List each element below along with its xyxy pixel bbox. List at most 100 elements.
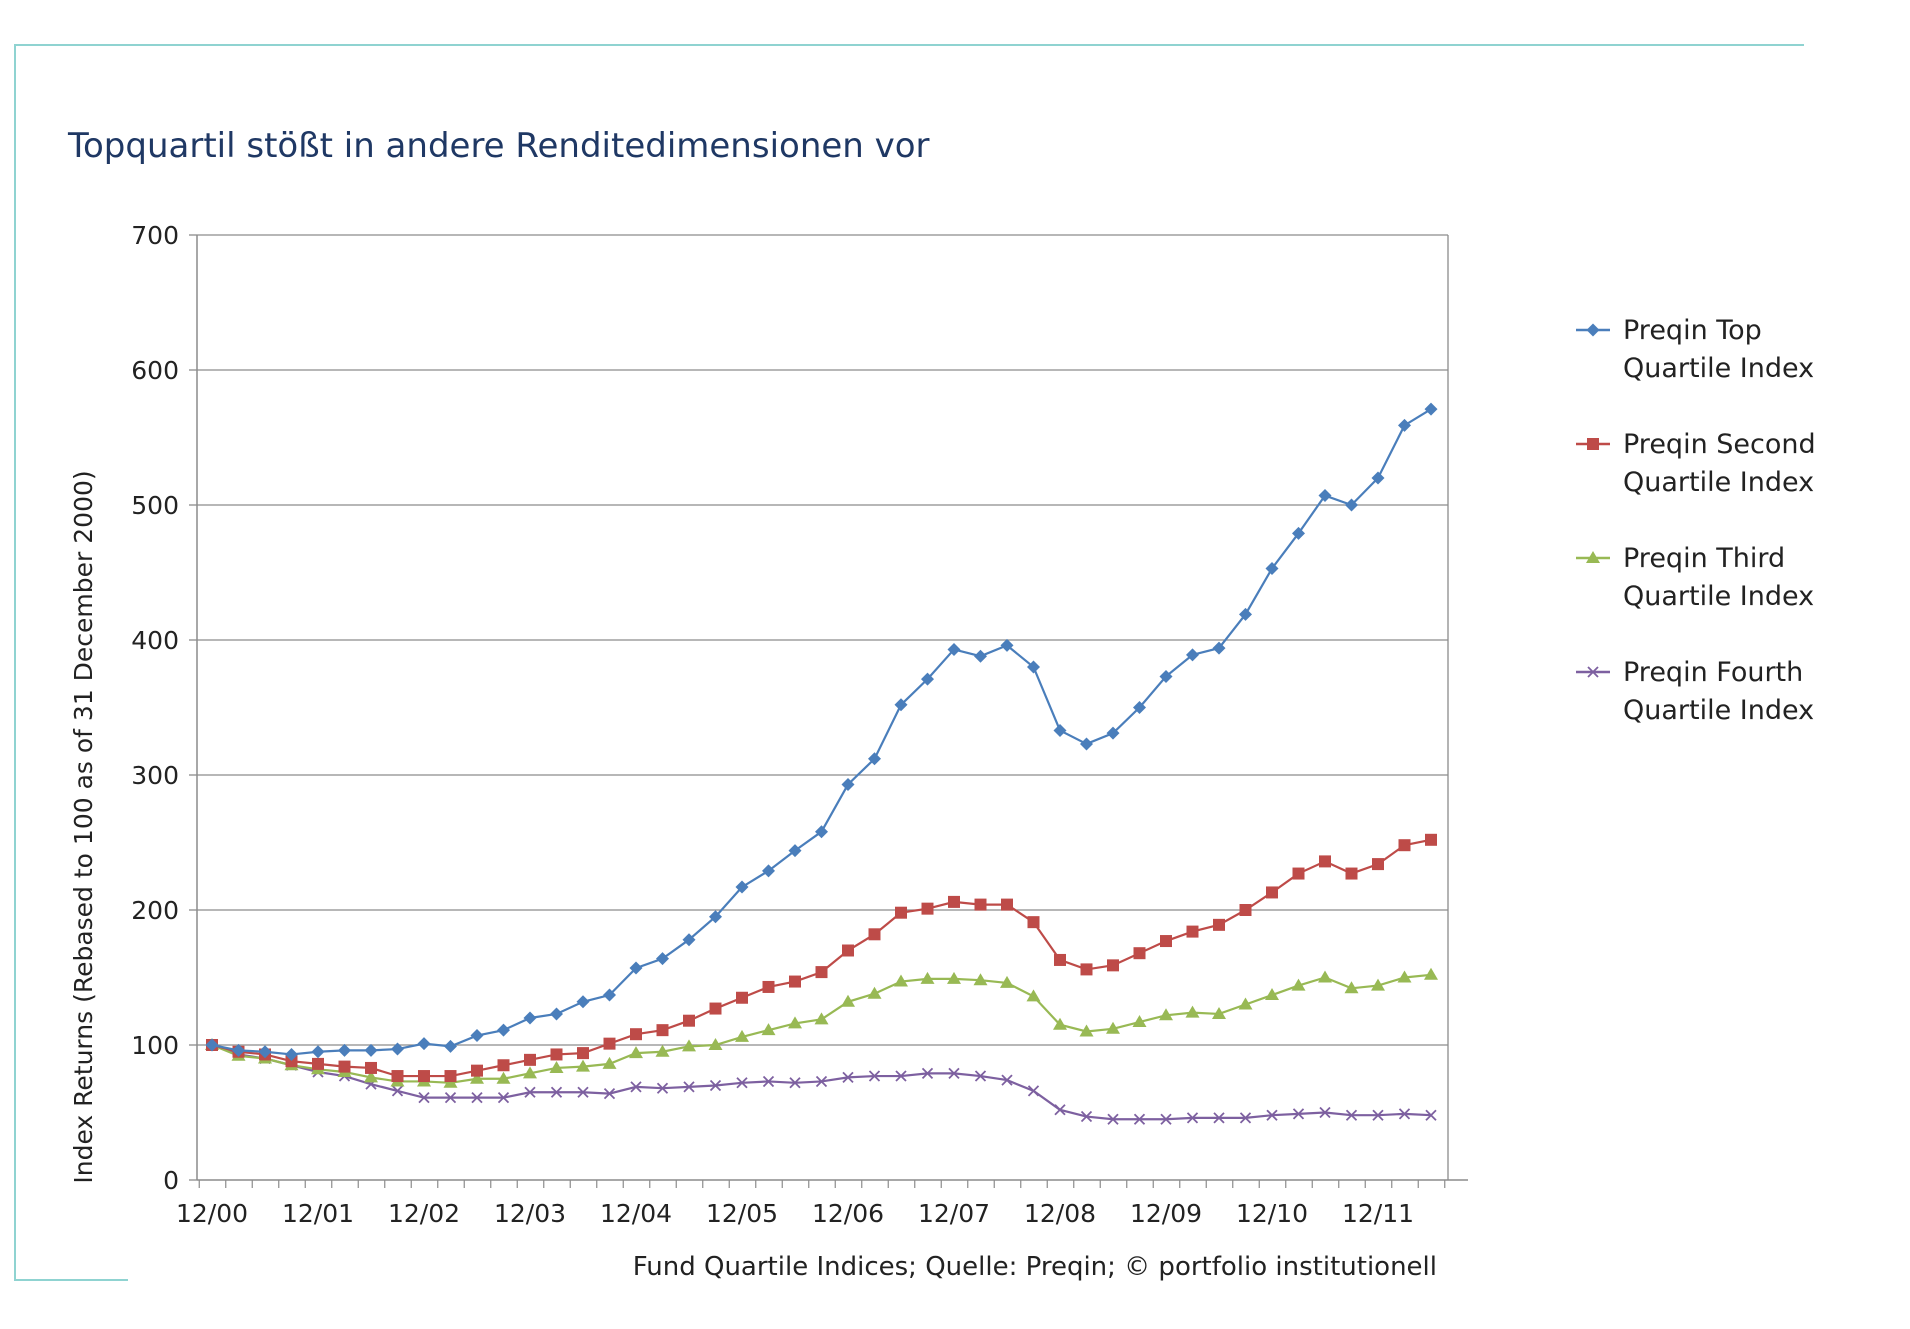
data-point (762, 980, 775, 993)
data-point (1586, 323, 1600, 337)
data-point (312, 1057, 324, 1070)
data-point (1027, 660, 1040, 674)
data-point (656, 952, 669, 966)
data-point (391, 1042, 404, 1056)
data-point (1186, 648, 1199, 662)
y-tick-label: 300 (131, 761, 179, 790)
data-point (815, 825, 828, 839)
frame-left-border (14, 44, 16, 1279)
data-point (1213, 918, 1225, 931)
data-point (841, 994, 855, 1007)
data-point (789, 1077, 801, 1089)
legend-label: Quartile Index (1623, 467, 1814, 498)
data-point (285, 1055, 298, 1068)
x-tick-label: 12/10 (1236, 1199, 1308, 1228)
x-tick-label: 12/03 (494, 1199, 566, 1228)
data-point (497, 1023, 510, 1037)
y-axis-label: Index Returns (Rebased to 100 as of 31 D… (69, 470, 98, 1183)
data-point (418, 1092, 430, 1104)
data-point (682, 933, 696, 947)
data-point (894, 698, 908, 712)
data-point (735, 880, 749, 894)
data-point (1319, 1106, 1331, 1119)
y-tick-label: 600 (131, 356, 179, 385)
data-point (629, 961, 643, 975)
series-triangle (205, 967, 1438, 1088)
y-tick-label: 700 (131, 221, 179, 250)
data-point (603, 988, 616, 1002)
data-point (1371, 471, 1385, 485)
series-diamond (205, 402, 1438, 1061)
data-point (1107, 959, 1119, 972)
data-point (1106, 1021, 1120, 1034)
data-point (1344, 981, 1359, 994)
data-point (709, 1002, 722, 1015)
data-point (417, 1037, 431, 1051)
data-point (841, 777, 855, 791)
data-point (709, 910, 722, 924)
data-point (1186, 1112, 1199, 1124)
data-point (364, 1043, 378, 1057)
data-point (1159, 669, 1173, 683)
data-point (867, 986, 882, 999)
data-point (1372, 858, 1384, 871)
data-point (947, 642, 961, 656)
data-point (974, 898, 987, 911)
data-point (736, 991, 748, 1004)
data-point (1106, 726, 1120, 740)
data-point (656, 1082, 669, 1094)
data-point (1054, 953, 1066, 966)
data-point (576, 1059, 590, 1072)
chart-title: Topquartil stößt in andere Renditedimens… (68, 126, 930, 166)
legend-label: Quartile Index (1623, 353, 1814, 384)
data-point (1265, 988, 1279, 1001)
data-point (418, 1070, 430, 1083)
data-point (1239, 1112, 1252, 1124)
data-point (1397, 970, 1412, 983)
data-point (1132, 1015, 1147, 1028)
data-point (920, 971, 935, 984)
data-point (338, 1043, 351, 1057)
data-point (497, 1059, 510, 1072)
data-point (1291, 978, 1306, 991)
data-point (603, 1037, 616, 1050)
data-point (1159, 1008, 1173, 1021)
data-point (682, 1039, 696, 1052)
data-point (629, 1046, 643, 1059)
data-point (311, 1045, 325, 1059)
data-point (683, 1014, 695, 1027)
data-point (577, 1047, 589, 1060)
data-point (577, 1086, 589, 1098)
data-point (868, 1070, 881, 1082)
data-point (842, 944, 854, 957)
frame-bottom-border (14, 1279, 128, 1281)
x-tick-label: 12/08 (1024, 1199, 1096, 1228)
data-point (1213, 1112, 1225, 1124)
data-point (815, 966, 828, 979)
data-point (1292, 867, 1305, 880)
data-point (947, 971, 961, 984)
frame-top-border (14, 44, 1804, 46)
data-point (868, 752, 881, 766)
data-point (1212, 641, 1226, 655)
data-point (894, 974, 908, 987)
data-point (1026, 989, 1041, 1002)
data-point (1080, 963, 1093, 976)
data-point (788, 1016, 802, 1029)
data-point (1318, 489, 1332, 503)
x-tick-label: 12/05 (706, 1199, 778, 1228)
data-point (444, 1092, 457, 1104)
data-point (814, 1012, 829, 1025)
data-point (1053, 1017, 1067, 1030)
grid-layer (197, 234, 1448, 1046)
data-point (1424, 402, 1438, 416)
data-point (762, 1075, 775, 1088)
data-point (948, 1067, 960, 1079)
data-point (576, 995, 590, 1009)
data-point (683, 1081, 695, 1093)
data-point (444, 1070, 457, 1083)
x-tick-label: 12/07 (918, 1199, 990, 1228)
data-point (1027, 1085, 1040, 1097)
data-point (550, 1086, 563, 1098)
